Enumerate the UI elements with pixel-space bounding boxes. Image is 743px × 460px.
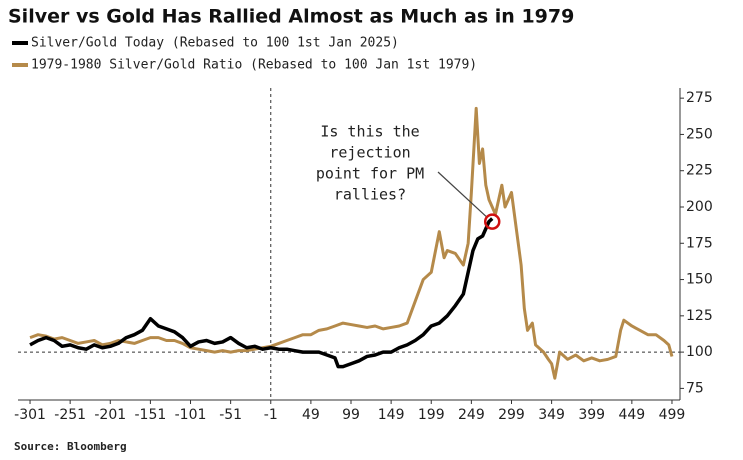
x-tick-label: -201 [94, 407, 126, 423]
x-tick-label: 199 [418, 407, 445, 423]
x-tick-label: 449 [618, 407, 645, 423]
x-tick-label: -1 [264, 407, 278, 423]
y-tick-label: 100 [686, 344, 713, 360]
annotation: Is this the [320, 123, 419, 141]
y-tick-label: 200 [686, 199, 713, 215]
x-tick-label: -301 [14, 407, 46, 423]
x-tick-label: -251 [54, 407, 86, 423]
annotation: rallies? [334, 186, 406, 204]
x-tick-label: 149 [378, 407, 405, 423]
x-tick-label: 349 [538, 407, 565, 423]
x-tick-label: -151 [135, 407, 167, 423]
x-tick-label: 299 [498, 407, 525, 423]
y-tick-label: 125 [686, 308, 713, 324]
x-tick-label: 249 [458, 407, 485, 423]
annotation-arrow [437, 171, 487, 218]
annotation: point for PM [316, 165, 424, 183]
y-tick-label: 150 [686, 272, 713, 288]
annotation-circle [483, 213, 501, 230]
chart-title: Silver vs Gold Has Rallied Almost as Muc… [8, 6, 574, 28]
y-tick-label: 75 [686, 380, 704, 396]
series-line [29, 217, 494, 369]
x-tick-label: 99 [342, 407, 360, 423]
source: Source: Bloomberg [14, 440, 127, 453]
annotation: rejection [329, 144, 410, 162]
y-tick-label: 175 [686, 235, 713, 251]
legend-label: Silver/Gold Today (Rebased to 100 1st Ja… [31, 36, 399, 51]
legend-label: 1979-1980 Silver/Gold Ratio (Rebased to … [31, 58, 477, 73]
x-tick-label: -101 [175, 407, 207, 423]
y-tick-label: 275 [686, 90, 713, 106]
x-tick-label: 499 [659, 407, 686, 423]
y-tick-label: 250 [686, 126, 713, 142]
series-line [29, 106, 674, 380]
x-tick-label: -51 [219, 407, 242, 423]
x-tick-label: 399 [578, 407, 605, 423]
y-tick-label: 225 [686, 163, 713, 179]
x-tick-label: 49 [302, 407, 320, 423]
